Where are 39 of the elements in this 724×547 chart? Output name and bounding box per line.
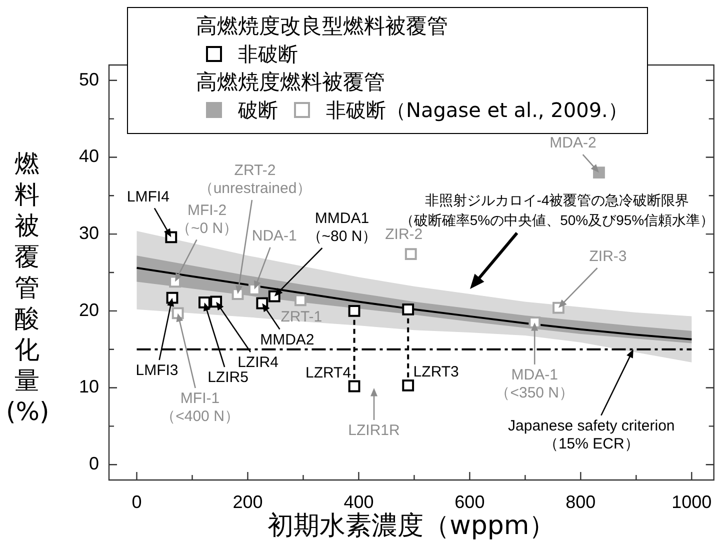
annotation: MFI-1 （<400 N） [160, 390, 240, 426]
x-tick-label: 400 [344, 492, 374, 512]
annotation: LZRT3 [413, 364, 459, 381]
x-tick-label: 0 [132, 492, 142, 512]
legend-label: 非破断 [238, 41, 298, 68]
annotation: 高燃焼度燃料被覆管 [196, 69, 386, 96]
x-tick-label: 200 [232, 492, 263, 512]
annotation: LMFI3 [136, 362, 178, 380]
annotation: MMDA1 （~80 N） [306, 210, 378, 246]
y-tick-label: 20 [78, 300, 99, 320]
annotation: MDA-1 （<350 N） [495, 366, 574, 402]
annotation: ZRT-2 （unrestrained） [198, 162, 312, 198]
legend-label: 破断 [238, 97, 278, 124]
annotation: ZIR-2 [385, 226, 423, 244]
annotation: 非照射ジルカロイ-4被覆管の急冷破断限界（破断確率5%の中央値、50%及び95%信頼水準） [400, 192, 714, 228]
y-tick-label: 50 [78, 69, 99, 90]
annotation: Japanese safety criterion （15% ECR） [508, 417, 675, 452]
y-tick-label: 10 [78, 376, 99, 397]
annotation: ZIR-3 [589, 248, 627, 266]
annotation: LZIR5 [208, 369, 248, 386]
x-tick-label: 1000 [672, 492, 712, 512]
y-tick-label: 0 [88, 454, 99, 474]
annotation: LMFI4 [126, 188, 170, 206]
annotation: LZRT4 [305, 364, 352, 382]
x-tick-label: 600 [454, 492, 485, 512]
y-tick-label: 30 [78, 223, 99, 244]
annotation: NDA-1 [252, 228, 297, 245]
x-axis-title: 初期水素濃度（wppm） [268, 511, 556, 542]
x-tick-label: 800 [566, 492, 596, 512]
y-tick-label: 40 [78, 146, 99, 166]
annotation: LZIR1R [348, 422, 400, 440]
annotation: LZIR4 [238, 354, 278, 372]
text: 燃料被覆管酸化量(%) [6, 149, 50, 426]
annotation: MFI-2 （~0 N） [176, 202, 238, 237]
legend-title: 高燃焼度改良型燃料被覆管 [196, 13, 449, 40]
legend-label: 非破断（Nagase et al., 2009.） [326, 97, 628, 124]
annotation: MMDA2 [260, 331, 314, 348]
annotation: MDA-2 [550, 134, 596, 152]
annotation: ZRT-1 [280, 308, 322, 326]
